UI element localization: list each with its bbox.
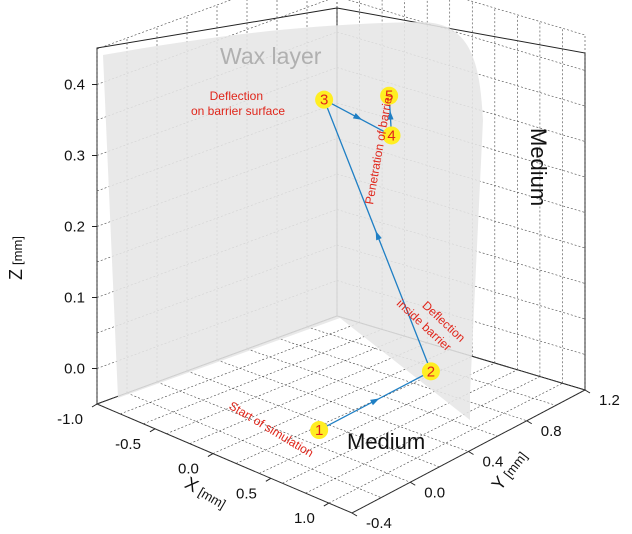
z-tick-label: 0.0 <box>64 361 85 378</box>
y-axis: -0.4 0.0 0.4 0.8 1.2 <box>351 389 620 532</box>
grid-line <box>246 348 498 437</box>
z-axis-label-letter: Z <box>6 269 26 280</box>
point-marker-3 <box>315 90 334 109</box>
x-tick-mark <box>91 403 98 408</box>
grid-line <box>156 381 411 483</box>
x-tick-label: -0.5 <box>115 436 141 453</box>
trajectory-arrow-icon <box>370 398 380 406</box>
point-marker-5 <box>380 86 399 105</box>
svg-text:Z[mm]: Z [mm] <box>6 236 26 280</box>
grid-line <box>186 370 440 468</box>
grid-line <box>126 392 382 498</box>
point-marker-2 <box>421 362 440 381</box>
y-tick-label: 0.8 <box>541 423 562 440</box>
grid-line <box>282 369 518 484</box>
point-label-1: 1 <box>315 422 323 439</box>
wax-layer-surface <box>103 22 483 420</box>
z-tick-label: 0.2 <box>64 219 85 236</box>
x-axis-label: X[mm] <box>182 473 231 513</box>
x-tick-mark <box>265 477 272 482</box>
grid-line <box>306 326 556 406</box>
annotation-deflection-surface: Deflection on barrier surface <box>191 89 285 118</box>
z-axis: 0.0 0.1 0.2 0.3 0.4 <box>64 77 97 378</box>
grid-line <box>96 0 329 85</box>
x-tick-mark <box>207 453 214 457</box>
point-label-5: 5 <box>385 88 393 105</box>
point-marker-1 <box>310 421 329 440</box>
z-tick-label: 0.3 <box>64 148 85 165</box>
x-tick-label: 1.0 <box>294 510 315 527</box>
y-tick-mark <box>409 481 416 486</box>
point-label-2: 2 <box>427 363 435 380</box>
point-marker-4 <box>382 126 401 145</box>
grid-line <box>347 0 586 71</box>
x-tick-label: 0.5 <box>236 485 257 502</box>
y-tick-mark <box>584 389 591 394</box>
x-tick-mark <box>323 502 330 507</box>
region-label-floor: Medium <box>347 429 425 454</box>
y-tick-label: 0.4 <box>483 454 504 471</box>
y-tick-label: 1.2 <box>599 392 620 409</box>
x-axis-label-unit: [mm] <box>196 484 229 511</box>
y-tick-mark <box>351 512 358 517</box>
x-axis: -1.0 -0.5 0.0 0.5 1.0 <box>57 403 330 527</box>
grid-line <box>216 359 469 452</box>
z-axis-label: Z [mm] <box>6 236 26 280</box>
x-tick-label: 0.0 <box>178 461 199 478</box>
trajectory-arrow-icon <box>375 230 382 241</box>
point-label-3: 3 <box>320 92 328 109</box>
y-tick-mark <box>526 420 533 425</box>
wax-layer-label: Wax layer <box>220 43 322 69</box>
y-axis-label-unit: [mm] <box>501 449 531 481</box>
z-axis-label-unit: [mm] <box>10 236 25 265</box>
y-tick-mark <box>468 451 474 455</box>
z-tick-label: 0.1 <box>64 290 85 307</box>
trajectory: 1 2 3 4 5 <box>310 86 440 440</box>
point-label-4: 4 <box>387 127 395 144</box>
z-tick-label: 0.4 <box>64 77 85 94</box>
y-tick-label: 0.0 <box>424 484 445 501</box>
trajectory-arrow-icon <box>387 110 394 120</box>
svg-text:X[mm]: X[mm] <box>182 473 231 513</box>
trajectory-arrow-icon <box>352 113 363 120</box>
y-tick-label: -0.4 <box>366 515 392 532</box>
x-tick-label: -1.0 <box>57 411 83 428</box>
x-tick-mark <box>149 428 156 433</box>
region-label-back: Medium <box>526 128 551 206</box>
